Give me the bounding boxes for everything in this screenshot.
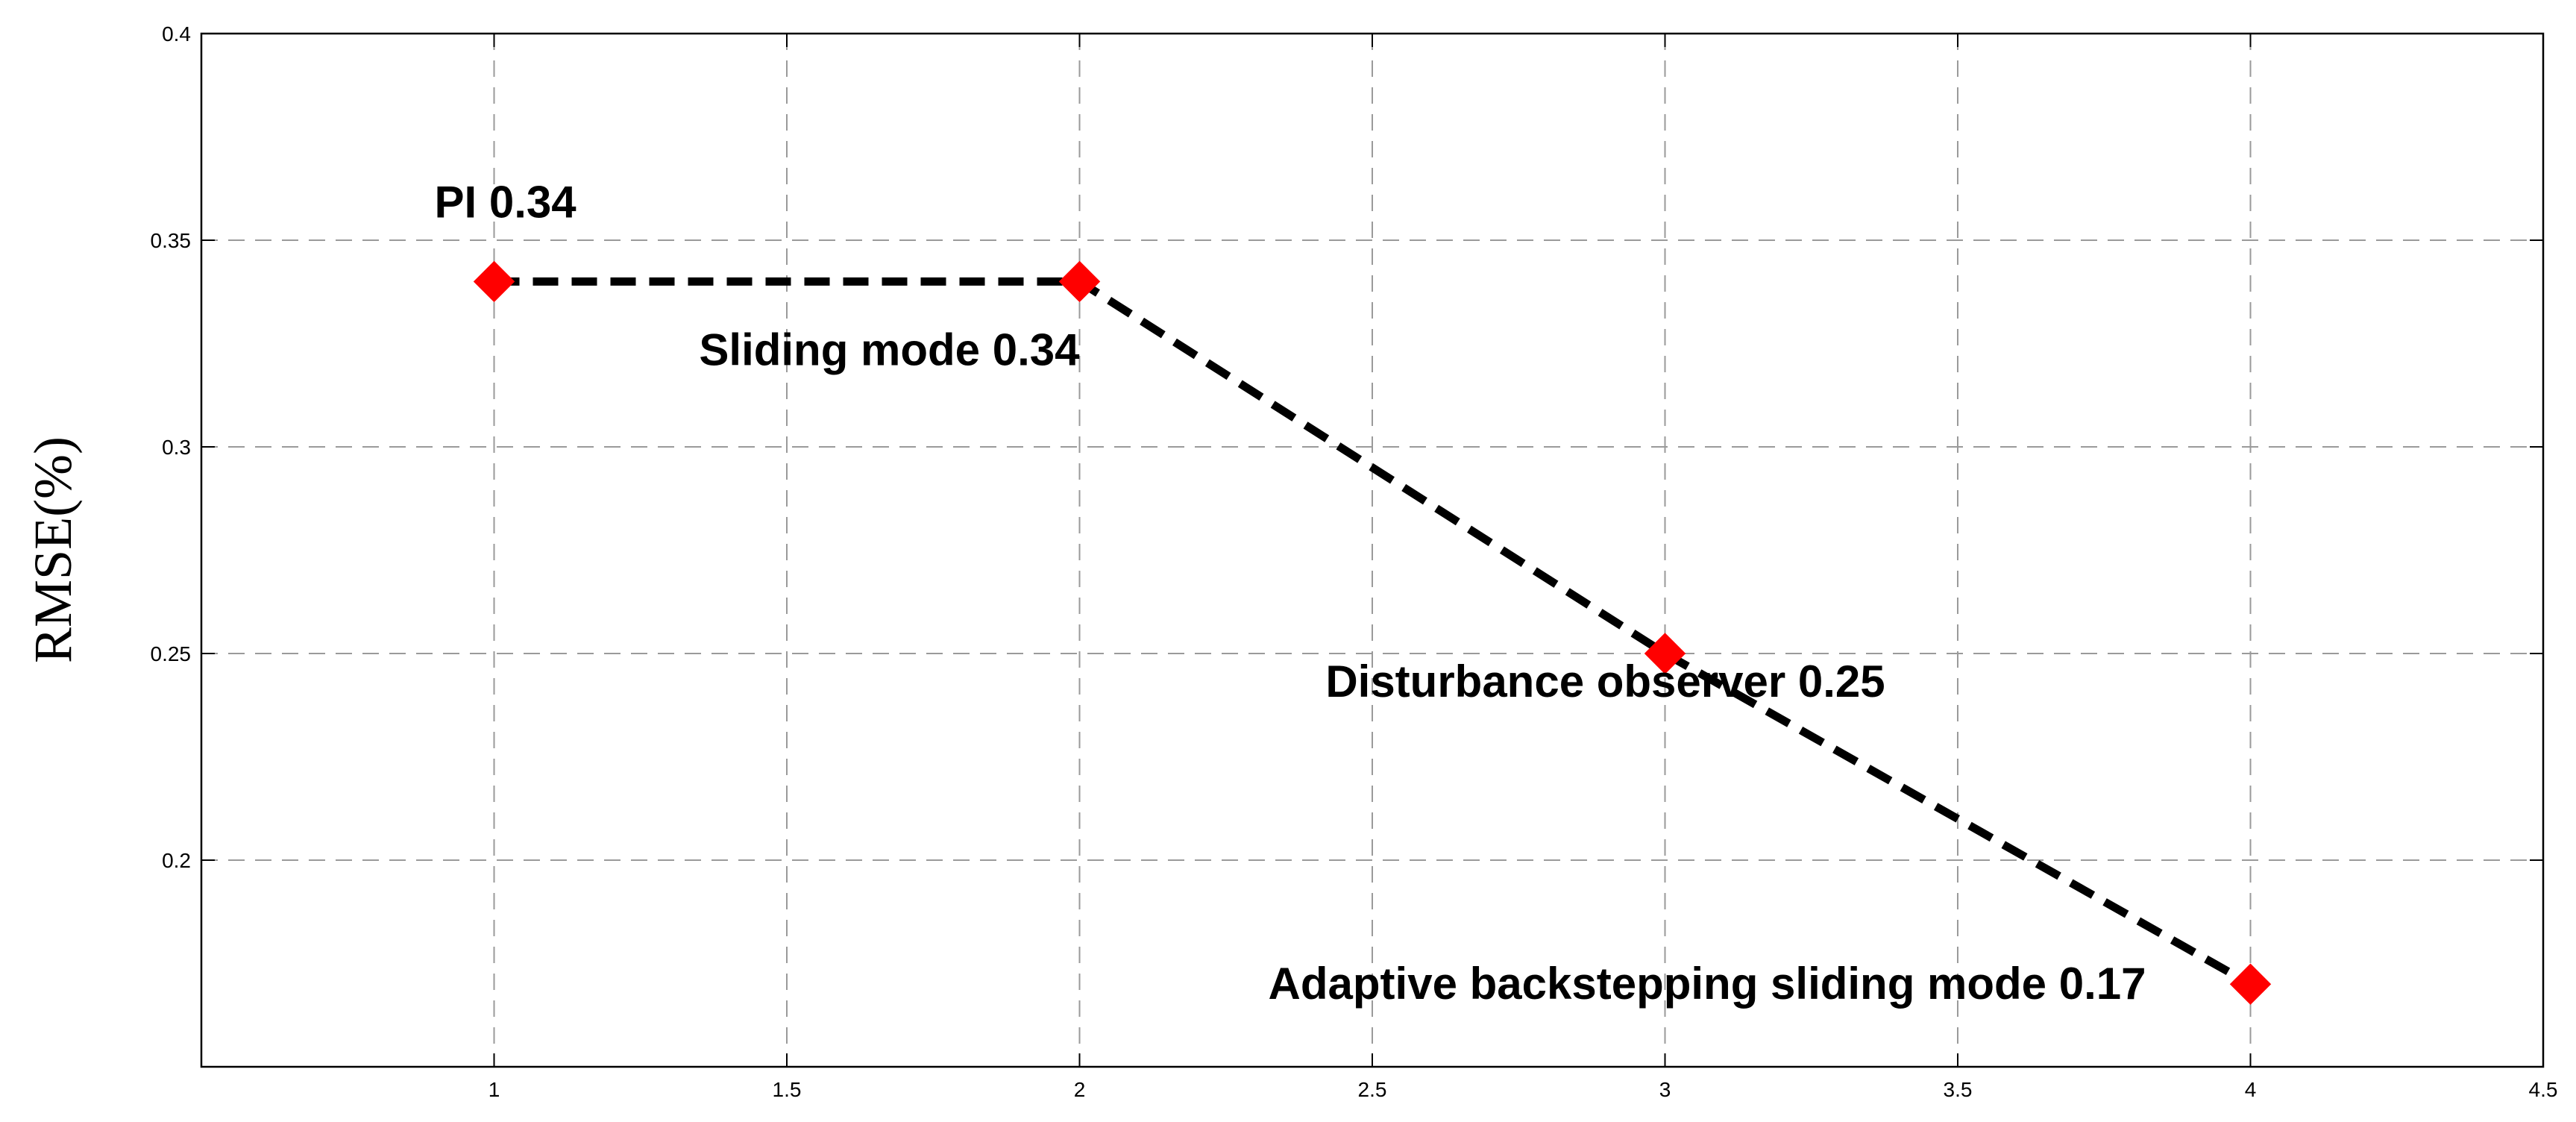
y-tick-label: 0.35 [151,229,192,252]
grid-lines [201,34,2543,1067]
series-line-path [494,277,2253,988]
x-tick-label: 3.5 [1944,1078,1973,1101]
data-point-marker [1058,260,1101,303]
y-tick-label: 0.25 [151,642,192,665]
data-annotations: PI 0.34 Sliding mode 0.34 Disturbance obse… [435,177,2146,1009]
x-tick-label: 2.5 [1358,1078,1387,1101]
y-tick-label: 0.4 [162,22,191,46]
y-tick-label: 0.2 [162,849,191,872]
data-annotation-label: Adaptive backstepping sliding mode 0.17 [1269,959,2146,1009]
y-tick-label: 0.3 [162,436,191,459]
axis-ticks: 1 1.5 2 2.5 3 3.5 4 4.5 0.2 0.25 0.3 0.35 0.4 [151,22,2558,1101]
y-axis-label: RMSE(%) [23,436,83,663]
data-annotation-label: PI 0.34 [435,177,577,227]
data-annotation-label: Sliding mode 0.34 [699,325,1080,374]
x-tick-label: 1 [489,1078,500,1101]
data-point-marker [1644,633,1686,674]
x-tick-label: 3 [1659,1078,1671,1101]
x-tick-label: 1.5 [773,1078,802,1101]
x-tick-label: 4 [2245,1078,2257,1101]
data-annotation-label: Disturbance observer 0.25 [1325,656,1885,706]
series-markers [473,260,2272,1005]
data-point-marker [2229,963,2272,1005]
x-tick-label: 2 [1074,1078,1086,1101]
data-point-marker [473,260,515,303]
x-tick-label: 4.5 [2529,1078,2558,1101]
series-line [494,277,2253,988]
